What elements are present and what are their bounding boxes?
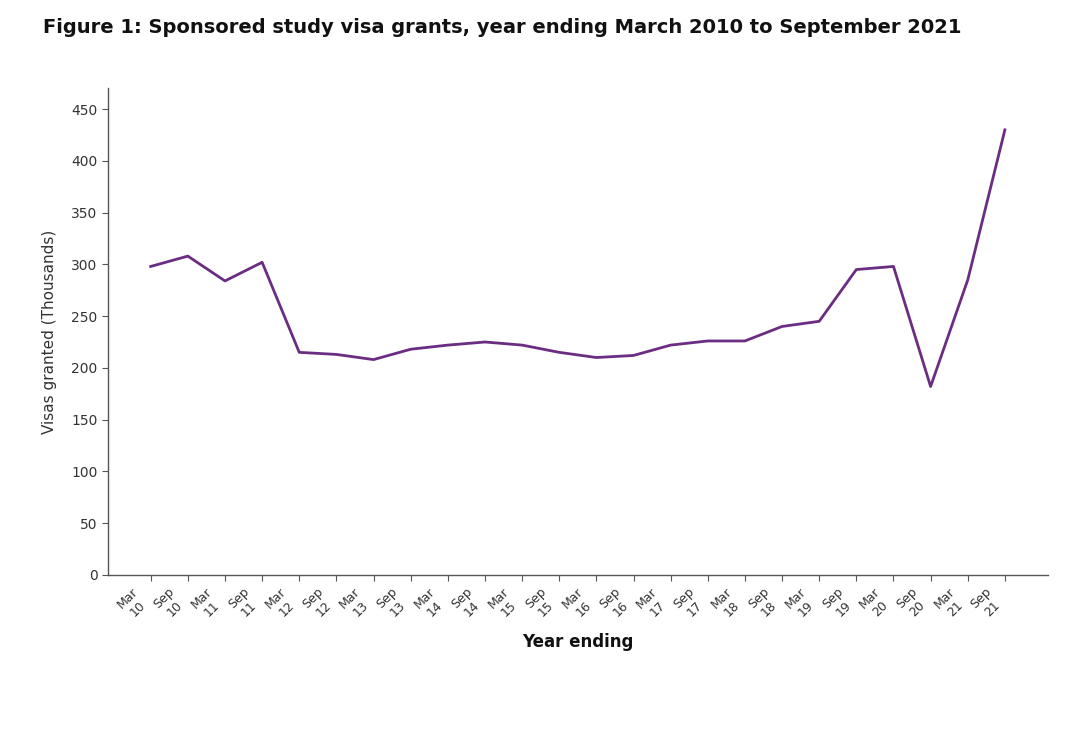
X-axis label: Year ending: Year ending <box>522 633 634 651</box>
Text: Figure 1: Sponsored study visa grants, year ending March 2010 to September 2021: Figure 1: Sponsored study visa grants, y… <box>43 18 961 38</box>
Y-axis label: Visas granted (Thousands): Visas granted (Thousands) <box>42 229 57 434</box>
